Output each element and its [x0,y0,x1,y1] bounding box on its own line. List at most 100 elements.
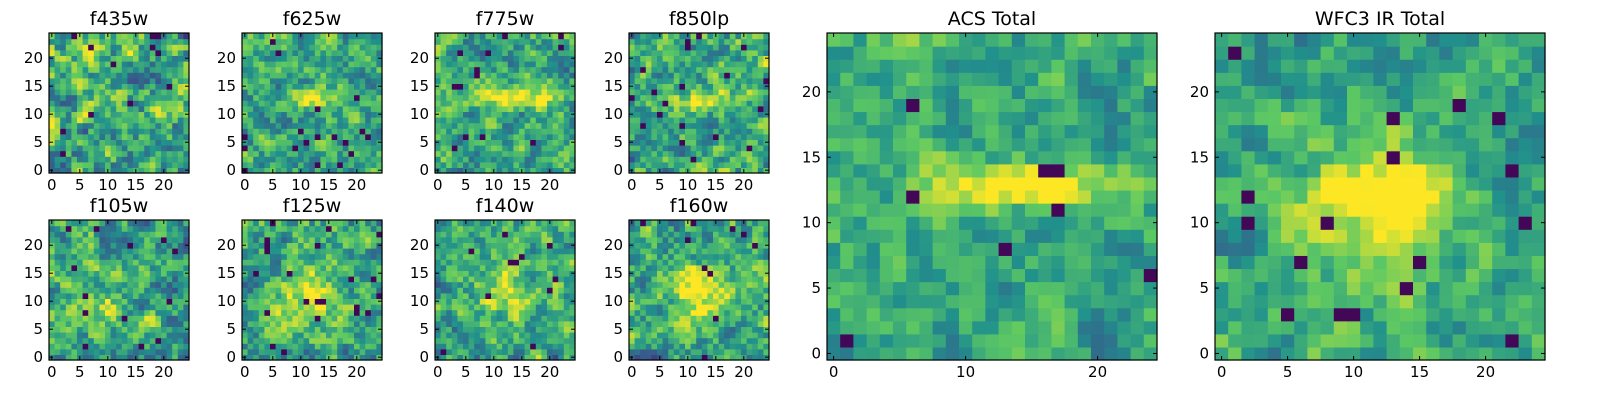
heatmap-cell [479,128,486,135]
heatmap-cell [281,337,288,344]
heatmap-cell [558,38,565,45]
heatmap-cell [292,270,299,277]
heatmap-cell [93,117,100,124]
heatmap-cell [71,225,78,232]
heatmap-cell [690,61,697,68]
heatmap-cell [133,270,140,277]
heatmap-cell [673,111,680,118]
heatmap-cell [161,38,168,45]
heatmap-cell [679,161,686,168]
heatmap-cell [645,33,652,40]
heatmap-cell [166,298,173,305]
heatmap-cell [707,33,714,40]
heatmap-cell [348,61,355,68]
heatmap-cell [54,117,61,124]
heatmap-cell [365,161,372,168]
heatmap-cell [707,320,714,327]
heatmap-cell [258,326,265,333]
heatmap-cell [253,55,260,62]
heatmap-cell [446,49,453,56]
heatmap-cell [547,281,554,288]
heatmap-cell [314,72,321,79]
heatmap-cell [451,332,458,339]
heatmap-cell [138,253,145,260]
heatmap-cell [479,150,486,157]
heatmap-cell [348,33,355,40]
heatmap-cell [485,145,492,152]
heatmap-cell [701,287,708,294]
heatmap-cell [707,167,714,174]
heatmap-cell [657,61,664,68]
heatmap-cell [121,259,128,266]
heatmap-cell [746,128,753,135]
heatmap-cell [242,332,249,339]
heatmap-cell [286,236,293,243]
heatmap-cell [144,128,151,135]
heatmap-cell [54,72,61,79]
heatmap-cell [491,281,498,288]
heatmap-cell [298,242,305,249]
heatmap-cell [359,309,366,316]
heatmap-cell [558,139,565,146]
heatmap-cell [155,343,162,350]
heatmap-cell [309,298,316,305]
heatmap-cell [88,83,95,90]
heatmap-cell [309,77,316,84]
heatmap-cell [54,94,61,101]
heatmap-cell [365,304,372,311]
heatmap-cell [155,44,162,51]
heatmap-cell [88,298,95,305]
heatmap-cell [757,61,764,68]
heatmap-cell [662,156,669,163]
heatmap-cell [513,145,520,152]
heatmap-cell [479,38,486,45]
heatmap-cell [292,309,299,316]
heatmap-cell [354,270,361,277]
heatmap-cell [435,315,442,322]
heatmap-cell [440,259,447,266]
heatmap-cell [679,354,686,361]
heatmap-cell [337,139,344,146]
heatmap-cell [286,281,293,288]
heatmap-cell [138,150,145,157]
heatmap-cell [463,298,470,305]
heatmap-cell [337,343,344,350]
y-tick-label: 15 [604,77,623,95]
heatmap-cell [668,343,675,350]
heatmap-cell [662,270,669,277]
heatmap-cell [763,38,770,45]
heatmap-cell [60,55,67,62]
heatmap-cell [679,348,686,355]
heatmap-cell [558,161,565,168]
heatmap-cell [292,55,299,62]
heatmap-cell [303,89,310,96]
heatmap-cell [320,225,327,232]
heatmap-cell [242,44,249,51]
heatmap-cell [359,167,366,174]
x-tick-label: 20 [347,363,366,381]
heatmap-cell [634,100,641,107]
heatmap-cell [763,304,770,311]
heatmap-cell [354,77,361,84]
heatmap-cell [513,292,520,299]
heatmap-cell [82,259,89,266]
heatmap-cell [479,49,486,56]
heatmap-cell [331,66,338,73]
heatmap-cell [752,156,759,163]
heatmap-cell [552,220,559,227]
heatmap-cell [309,292,316,299]
heatmap-cell [491,315,498,322]
heatmap-cell [133,83,140,90]
heatmap-cell [144,72,151,79]
heatmap-cell [320,236,327,243]
heatmap-cell [359,139,366,146]
heatmap-cell [172,72,179,79]
heatmap-cell [645,298,652,305]
heatmap-cell [183,332,190,339]
heatmap-cell [524,61,531,68]
heatmap-cell [690,55,697,62]
heatmap-cell [440,242,447,249]
heatmap-cell [513,49,520,56]
heatmap-cell [253,100,260,107]
heatmap-cell [547,242,554,249]
